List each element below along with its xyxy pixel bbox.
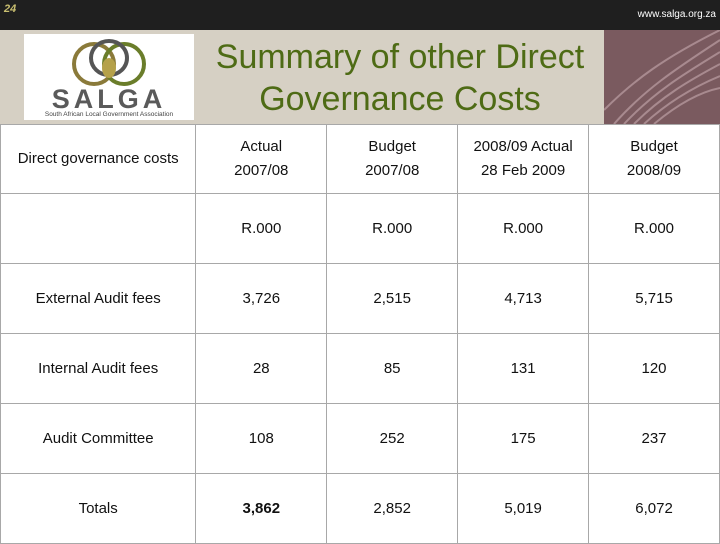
table-row: Internal Audit fees 28 85 131 120 [0,333,720,404]
column-header: Budget 2007/08 [326,124,459,194]
top-bar: 24 www.salga.org.za [0,0,720,30]
title-line-1: Summary of other Direct [215,38,585,76]
value-cell: 4,713 [457,263,590,334]
value-cell: 175 [457,403,590,474]
unit-cell: R.000 [195,193,328,264]
logo-wordmark: SALGA [51,84,167,114]
value-cell: 5,715 [588,263,720,334]
row-label: Audit Committee [0,403,197,474]
value-cell: 85 [326,333,459,404]
value-cell: 2,515 [326,263,459,334]
totals-label: Totals [0,473,197,544]
totals-row: Totals 3,862 2,852 5,019 6,072 [0,473,720,544]
salga-logo: SALGA South African Local Government Ass… [24,34,194,120]
unit-cell: R.000 [588,193,720,264]
units-row: R.000 R.000 R.000 R.000 [0,193,720,264]
column-header: Actual 2007/08 [195,124,328,194]
column-header: 2008/09 Actual 28 Feb 2009 [457,124,590,194]
table-header-row: Direct governance costs Actual 2007/08 Bu… [0,124,720,194]
column-header: Budget 2008/09 [588,124,720,194]
table-row: Audit Committee 108 252 175 237 [0,403,720,474]
header-label-cell: Direct governance costs [0,124,197,194]
table-row: External Audit fees 3,726 2,515 4,713 5,… [0,263,720,334]
unit-cell: R.000 [457,193,590,264]
wave-pattern-icon [604,30,720,124]
title-line-2: Governance Costs [259,80,541,118]
total-value: 3,862 [195,473,328,544]
value-cell: 237 [588,403,720,474]
total-value: 6,072 [588,473,720,544]
decorative-pattern [604,30,720,124]
value-cell: 131 [457,333,590,404]
total-value: 2,852 [326,473,459,544]
slide-number: 24 [4,3,17,15]
unit-cell: R.000 [326,193,459,264]
logo-tagline: South African Local Government Associati… [44,111,174,118]
total-value: 5,019 [457,473,590,544]
page-title: Summary of other Direct Governance Costs [205,36,595,120]
value-cell: 108 [195,403,328,474]
website-url: www.salga.org.za [637,9,716,20]
costs-table: Direct governance costs Actual 2007/08 Bu… [0,124,720,544]
value-cell: 28 [195,333,328,404]
value-cell: 252 [326,403,459,474]
logo-rings-icon [72,39,146,86]
row-label: Internal Audit fees [0,333,197,404]
value-cell: 120 [588,333,720,404]
value-cell: 3,726 [195,263,328,334]
row-label: External Audit fees [0,263,197,334]
empty-cell [0,193,197,264]
